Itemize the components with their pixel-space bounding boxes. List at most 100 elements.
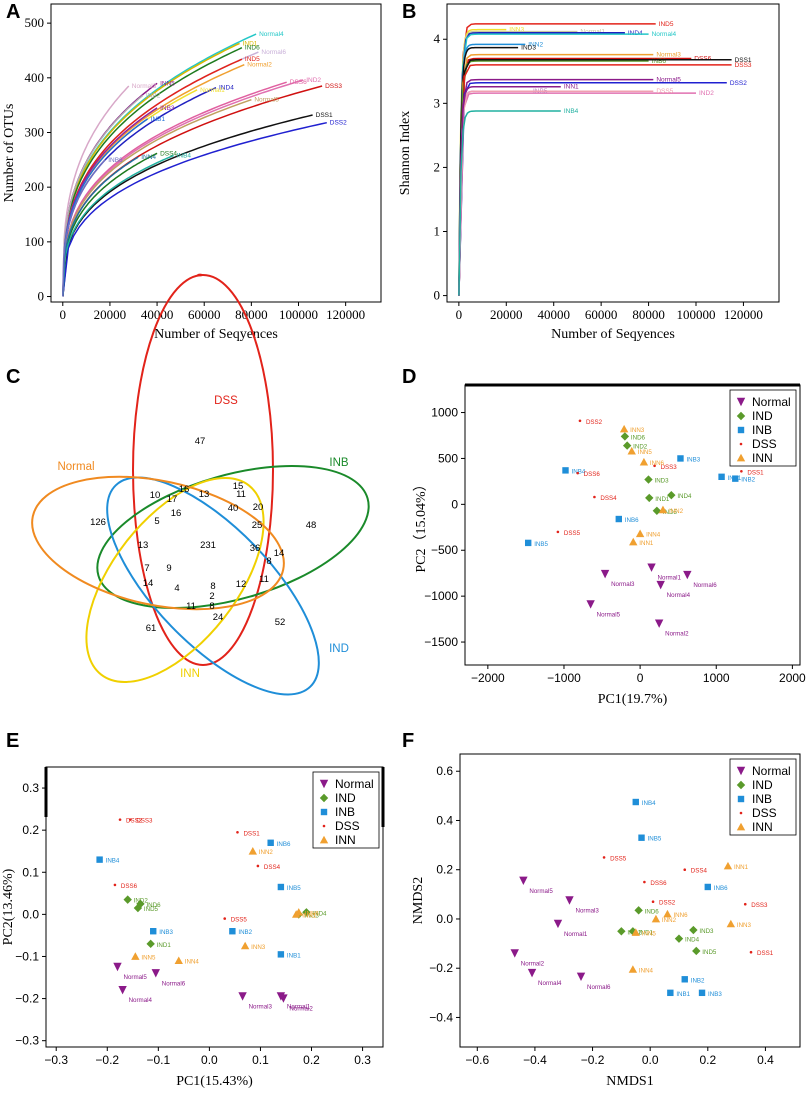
curve-inb1	[62, 118, 149, 297]
y-tick-label: −1500	[424, 635, 458, 649]
panel-letter: A	[6, 1, 20, 23]
curve-label-inb2: INB2	[146, 92, 161, 99]
point-label: INB2	[238, 929, 252, 936]
curve-normal1	[62, 89, 198, 297]
curve-label-dss2: DSS2	[730, 80, 747, 87]
x-tick-label: 0.0	[642, 1053, 659, 1067]
y-axis-label: Number of OTUs	[2, 104, 17, 203]
marker-inb	[718, 473, 725, 481]
marker-inb	[277, 883, 285, 891]
marker-inb	[96, 856, 103, 863]
curve-label-normal4: Normal4	[259, 31, 284, 38]
y-tick-label: 0.2	[436, 863, 453, 877]
curve-label-ind2: IND2	[699, 90, 714, 97]
y-tick-label: −1000	[424, 589, 458, 603]
curve-normal2	[62, 64, 245, 297]
point-label: INB1	[287, 952, 301, 959]
x-axis-label: Number of Seqyences	[551, 327, 675, 342]
point-label: IND6	[146, 902, 161, 909]
point-label: INN3	[630, 427, 645, 434]
marker-inn	[131, 952, 140, 960]
x-tick-label: 60000	[585, 307, 618, 322]
point-label: INB6	[625, 517, 639, 524]
venn-count: 7	[144, 563, 149, 574]
marker-normal	[319, 779, 329, 789]
marker-normal	[683, 570, 692, 580]
y-axis-label: PC2（15.04%）	[413, 477, 429, 572]
marker-dss	[576, 471, 579, 475]
legend-label-ind: IND	[752, 409, 773, 423]
curve-label-ind5: IND5	[659, 21, 674, 28]
marker-normal	[565, 896, 574, 905]
point-label: Normal1	[658, 575, 682, 582]
marker-ind	[620, 432, 630, 441]
marker-inb	[698, 989, 706, 997]
marker-ind	[645, 493, 654, 503]
marker-dss	[653, 464, 656, 468]
curve-label-dss3: DSS3	[735, 62, 752, 69]
point-label: INN6	[650, 460, 665, 467]
marker-inb	[667, 989, 674, 997]
curve-inn2	[458, 43, 526, 296]
curve-label-ind5: IND5	[245, 56, 260, 63]
curve-normal3	[458, 53, 654, 296]
x-tick-label: −0.3	[44, 1053, 68, 1067]
point-label: INN4	[185, 959, 200, 966]
venn-count: 25	[252, 520, 263, 531]
marker-inb	[277, 951, 285, 958]
marker-inn	[294, 908, 303, 916]
marker-ind	[617, 927, 626, 936]
venn-ellipse-ind	[106, 476, 320, 696]
x-tick-label: 20000	[490, 307, 523, 322]
marker-inn	[248, 847, 257, 855]
marker-inb	[681, 976, 688, 983]
curve-label-inn1: INN1	[564, 84, 579, 91]
y-tick-label: 1000	[431, 406, 458, 420]
point-label: DSS4	[264, 864, 281, 871]
curve-ind3	[458, 46, 519, 296]
venn-count: 231	[200, 540, 216, 551]
curve-label-ind6: IND6	[245, 45, 260, 52]
panel-letter: D	[402, 366, 416, 388]
curve-inb3	[62, 107, 158, 297]
point-label: DSS6	[121, 883, 138, 890]
y-tick-label: 400	[25, 70, 45, 85]
marker-normal	[736, 766, 746, 776]
point-label: INN3	[737, 922, 752, 929]
marker-ind	[133, 903, 143, 913]
y-tick-label: 0	[38, 289, 45, 304]
curve-label-inn4: INN4	[141, 154, 156, 161]
point-label: INB3	[686, 456, 700, 463]
x-tick-label: 0	[456, 307, 463, 322]
point-label: DSS3	[661, 464, 678, 471]
point-label: INN1	[639, 540, 654, 547]
venn-count: 11	[236, 489, 246, 500]
legend-label-ind: IND	[752, 778, 773, 792]
curve-label-dss6: DSS6	[694, 55, 711, 62]
legend-label-inn: INN	[752, 820, 773, 834]
point-label: INB4	[572, 468, 586, 475]
point-label: INN5	[141, 954, 156, 961]
legend-label-inb: INB	[752, 423, 772, 437]
venn-count: 16	[179, 484, 190, 495]
y-tick-label: 0.6	[436, 764, 453, 778]
x-tick-label: −2000	[471, 671, 505, 685]
y-tick-label: −0.2	[15, 992, 39, 1006]
marker-normal	[553, 919, 563, 929]
point-label: IND4	[312, 910, 327, 917]
venn-count: 16	[171, 508, 182, 519]
legend-label-inn: INN	[752, 451, 773, 465]
point-label: Normal2	[665, 631, 689, 638]
marker-inn	[651, 914, 661, 923]
panel-f: F −0.6 −0.4 −0.2 0.0 0.2 0.4 −0.4 −0.2 0.0 0.2 0.4 0…	[402, 730, 801, 1089]
curve-label-dss3: DSS3	[325, 83, 342, 90]
marker-normal	[647, 563, 656, 572]
venn-count: 12	[236, 579, 247, 590]
point-label: IND3	[654, 478, 669, 485]
point-label: INB5	[534, 541, 548, 548]
marker-inn	[240, 941, 250, 950]
x-tick-label: 0.4	[757, 1053, 774, 1067]
